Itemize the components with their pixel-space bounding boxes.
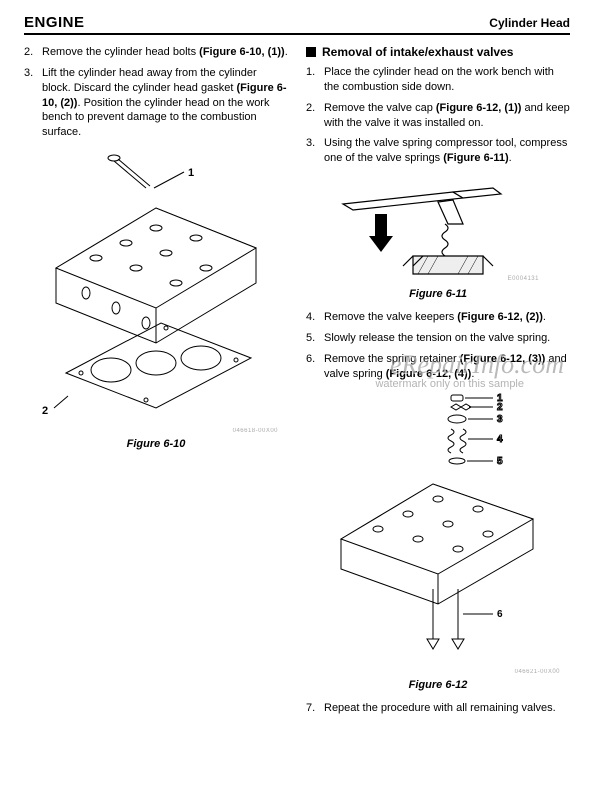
figure-6-10-image: 1 — [36, 148, 276, 428]
svg-text:4: 4 — [497, 434, 503, 445]
r-step-1-text: Place the cylinder head on the work benc… — [324, 66, 554, 93]
header-section: ENGINE — [24, 14, 85, 31]
right-column: Removal of intake/exhaust valves Place t… — [306, 45, 570, 722]
svg-text:5: 5 — [497, 456, 503, 467]
svg-text:2: 2 — [497, 402, 503, 413]
figure-6-11-image: E0004131 — [333, 174, 543, 284]
fig610-callout-2: 2 — [42, 405, 48, 417]
fig612-serial: 046621-00X00 — [306, 669, 570, 675]
step-2-ref: (Figure 6-10, (1)) — [199, 46, 285, 58]
fig611-caption: Figure 6-11 — [306, 288, 570, 300]
fig610-serial: 046618-00X00 — [24, 428, 288, 434]
r-step-6: Remove the spring retainer (Figure 6-12,… — [306, 352, 570, 382]
r-step-3: Using the valve spring compressor tool, … — [306, 136, 570, 166]
figure-6-12-image: 1 2 3 — [323, 389, 553, 669]
r-step-2: Remove the valve cap (Figure 6-12, (1)) … — [306, 101, 570, 131]
r-step-1: Place the cylinder head on the work benc… — [306, 65, 570, 95]
header-subsection: Cylinder Head — [489, 16, 570, 30]
section-title-text: Removal of intake/exhaust valves — [322, 45, 513, 59]
svg-text:3: 3 — [497, 414, 503, 425]
left-column: Remove the cylinder head bolts (Figure 6… — [24, 45, 288, 722]
svg-text:6: 6 — [497, 609, 503, 620]
figure-6-10: 1 — [24, 148, 288, 450]
fig610-callout-1: 1 — [188, 167, 194, 179]
step-2-text-pre: Remove the cylinder head bolts — [42, 46, 199, 58]
fig612-caption: Figure 6-12 — [306, 679, 570, 691]
step-3: Lift the cylinder head away from the cyl… — [24, 66, 288, 140]
step-3-text-pre: Lift the cylinder head away from the cyl… — [42, 67, 257, 94]
page-header: ENGINE Cylinder Head — [24, 14, 570, 35]
section-title-removal: Removal of intake/exhaust valves — [306, 45, 570, 59]
r-step-4: Remove the valve keepers (Figure 6-12, (… — [306, 310, 570, 325]
step-3-text-post: . Position the cylinder head on the work… — [42, 97, 269, 139]
figure-6-11: E0004131 Figure 6-11 — [306, 174, 570, 300]
figure-6-12: 1 2 3 — [306, 389, 570, 691]
r-step-7: Repeat the procedure with all remaining … — [306, 701, 570, 716]
fig611-serial: E0004131 — [508, 276, 539, 282]
step-2: Remove the cylinder head bolts (Figure 6… — [24, 45, 288, 60]
step-2-text-post: . — [285, 46, 288, 58]
fig610-caption: Figure 6-10 — [24, 438, 288, 450]
r-step-5: Slowly release the tension on the valve … — [306, 331, 570, 346]
